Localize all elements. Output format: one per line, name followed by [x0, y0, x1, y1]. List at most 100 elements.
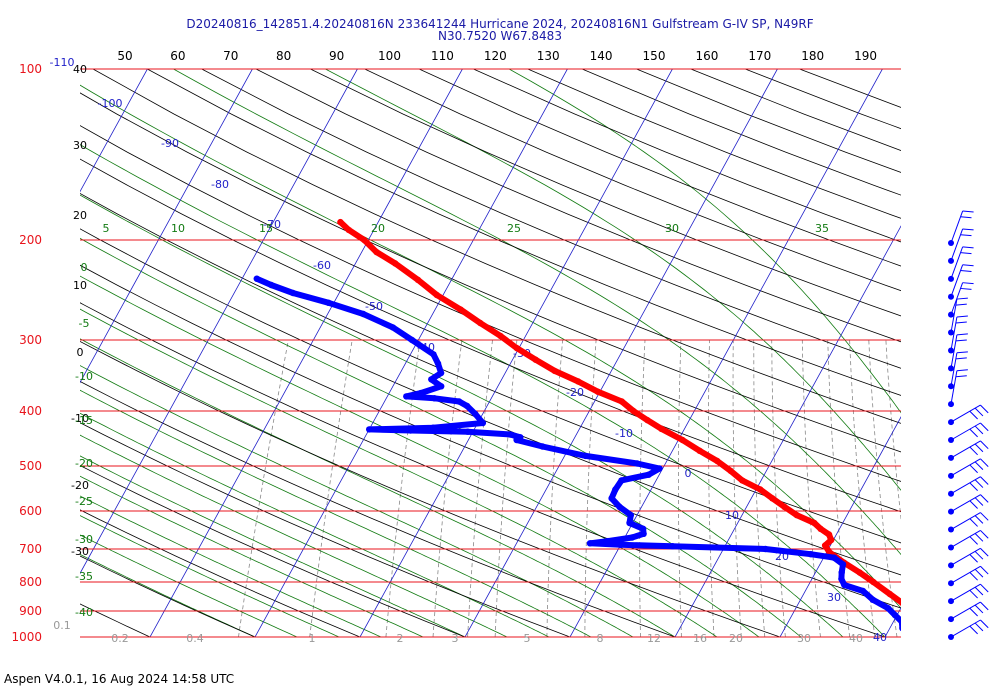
dewpoint-profile-point [915, 636, 921, 642]
isotherm-line [80, 69, 253, 384]
theta-axis-label: 180 [801, 49, 824, 63]
mixing-ratio-line [868, 339, 898, 637]
temperature-profile-point [828, 536, 835, 544]
dewpoint-profile-point [838, 569, 845, 576]
wind-barb [948, 494, 989, 515]
dewpoint-profile-point [608, 495, 615, 502]
dewpoint-profile-point [434, 360, 442, 367]
temperature-profile-point [933, 624, 939, 630]
isotherm-label: -60 [313, 259, 331, 272]
dry-adiabat-label: -30 [71, 545, 89, 558]
mixing-ratio-label: 20 [729, 632, 743, 645]
temperature-profile-point [551, 367, 558, 375]
moist-adiabat-label: 35 [815, 222, 829, 235]
mixing-ratio-label: 0.2 [111, 632, 129, 645]
isotherm-line [990, 69, 1000, 637]
wind-barb [948, 530, 989, 551]
dewpoint-profile-point [859, 587, 867, 595]
wind-barb [948, 369, 968, 408]
moist-adiabat-line [325, 69, 901, 491]
temperature-profile-point [714, 457, 721, 465]
temperature-profile-point [825, 531, 833, 538]
wind-barb [948, 440, 989, 461]
dewpoint-profile-point [253, 275, 260, 282]
dewpoint-profile-point [898, 618, 901, 625]
dewpoint-profile-point [507, 431, 514, 438]
chart-subtitle: N30.7520 W67.8483 [438, 29, 562, 43]
moist-adiabat-label: 30 [665, 222, 679, 235]
dewpoint-profile-point [430, 351, 437, 358]
moist-adiabat-line [80, 237, 802, 637]
moist-adiabat-left-label: -20 [75, 457, 93, 470]
pressure-label: 1000 [11, 630, 42, 644]
dry-adiabat-label: -10 [71, 412, 89, 425]
dewpoint-profile-point [640, 530, 647, 537]
dewpoint-profile-point [366, 426, 373, 433]
temperature-profile-point [658, 425, 665, 432]
theta-axis-label: 60 [170, 49, 185, 63]
dry-adiabat-label: 40 [73, 63, 87, 76]
dewpoint-profile-point [626, 519, 633, 527]
moist-adiabat-line [80, 434, 508, 637]
dry-adiabat-line [636, 69, 901, 173]
dewpoint-profile-point [408, 336, 416, 344]
temperature-profile-point [457, 306, 464, 313]
theta-axis-label: 120 [484, 49, 507, 63]
dewpoint-profile-point [645, 471, 652, 478]
moist-adiabat-line [80, 475, 424, 637]
temperature-profile-point [477, 319, 484, 327]
moist-adiabat-left-label: -25 [75, 495, 93, 508]
wind-barb [948, 458, 989, 479]
dewpoint-profile-point [360, 310, 367, 318]
wind-barb [948, 246, 974, 282]
temperature-profile-point [361, 236, 368, 244]
wind-barb [948, 476, 989, 497]
wind-barb [948, 282, 974, 318]
moist-adiabat-line [80, 515, 340, 637]
dewpoint-profile-point [407, 427, 414, 434]
moist-adiabat-line [80, 389, 592, 637]
dry-adiabat-line [364, 69, 901, 292]
temperature-profile-point [594, 388, 601, 395]
moist-adiabat-left-label: -40 [75, 606, 93, 619]
dewpoint-profile-point [289, 289, 297, 297]
theta-axis-label: 160 [695, 49, 718, 63]
temperature-profile-point [821, 542, 829, 549]
temperature-profile-point [630, 407, 637, 415]
pressure-label: 800 [19, 575, 42, 589]
dewpoint-profile-point [325, 299, 332, 306]
temperature-profile-point [739, 477, 746, 484]
dewpoint-profile-point [429, 424, 437, 431]
pressure-lines [80, 68, 901, 638]
wind-barb [948, 333, 968, 372]
moist-adiabat-label: 5 [103, 222, 110, 235]
isotherm-line [149, 69, 463, 637]
isotherm-line [674, 225, 901, 637]
dry-adiabat-line [80, 465, 466, 637]
temperature-profile-point [870, 578, 877, 586]
moist-adiabat-line [80, 365, 634, 637]
moist-adiabat-left-label: 0 [81, 261, 88, 274]
dewpoint-profile-point [517, 434, 524, 441]
dewpoint-profile-point [627, 511, 634, 519]
moist-adiabat-label: 20 [371, 222, 385, 235]
wind-barb [948, 422, 989, 443]
dewpoint-profile-point [891, 611, 899, 619]
theta-axis-label: 190 [854, 49, 877, 63]
temperature-profile-point [644, 416, 651, 424]
temperature-profile-point [943, 630, 949, 636]
wind-barb [948, 619, 989, 640]
mixing-ratio-line [771, 339, 786, 637]
dewpoint-profile-point [762, 545, 769, 553]
dry-adiabat-line [80, 509, 361, 637]
wind-barb [948, 512, 989, 533]
dry-adiabat-line [80, 192, 901, 544]
wind-barbs [948, 210, 989, 640]
pressure-label: 300 [19, 333, 42, 347]
isotherm-line [254, 69, 568, 637]
mixing-ratio-line [432, 339, 463, 637]
temperature-profile-point [618, 398, 625, 405]
pressure-label: 900 [19, 604, 42, 618]
moist-adiabat-line [80, 308, 718, 637]
